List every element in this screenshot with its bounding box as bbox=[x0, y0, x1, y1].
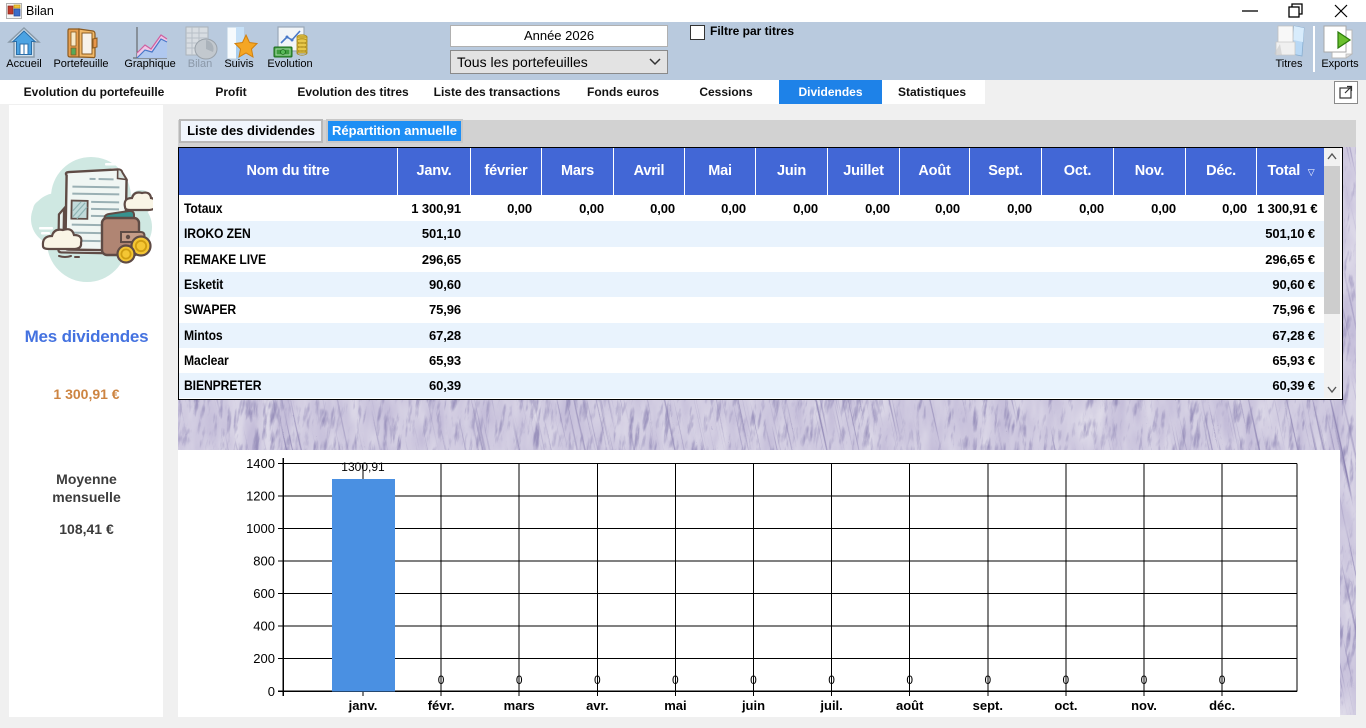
svg-text:800: 800 bbox=[253, 554, 275, 569]
svg-text:janv.: janv. bbox=[348, 698, 378, 713]
svg-text:0: 0 bbox=[828, 673, 835, 687]
svg-text:mai: mai bbox=[664, 698, 686, 713]
svg-text:1400: 1400 bbox=[246, 456, 275, 471]
svg-text:0: 0 bbox=[906, 673, 913, 687]
svg-text:400: 400 bbox=[253, 619, 275, 634]
svg-text:oct.: oct. bbox=[1054, 698, 1077, 713]
svg-text:0: 0 bbox=[672, 673, 679, 687]
svg-text:nov.: nov. bbox=[1131, 698, 1157, 713]
svg-text:0: 0 bbox=[984, 673, 991, 687]
svg-text:0: 0 bbox=[268, 684, 275, 699]
svg-text:1200: 1200 bbox=[246, 489, 275, 504]
svg-text:200: 200 bbox=[253, 651, 275, 666]
svg-text:juil.: juil. bbox=[819, 698, 842, 713]
svg-text:févr.: févr. bbox=[428, 698, 455, 713]
svg-text:0: 0 bbox=[438, 673, 445, 687]
svg-text:600: 600 bbox=[253, 586, 275, 601]
svg-text:août: août bbox=[896, 698, 924, 713]
svg-text:0: 0 bbox=[1063, 673, 1070, 687]
svg-text:déc.: déc. bbox=[1209, 698, 1235, 713]
svg-text:sept.: sept. bbox=[973, 698, 1003, 713]
svg-text:0: 0 bbox=[516, 673, 523, 687]
svg-text:juin: juin bbox=[741, 698, 765, 713]
svg-text:avr.: avr. bbox=[586, 698, 608, 713]
svg-text:0: 0 bbox=[1141, 673, 1148, 687]
svg-text:0: 0 bbox=[750, 673, 757, 687]
svg-text:0: 0 bbox=[1219, 673, 1226, 687]
svg-text:mars: mars bbox=[504, 698, 535, 713]
svg-text:0: 0 bbox=[594, 673, 601, 687]
svg-text:1000: 1000 bbox=[246, 521, 275, 536]
svg-text:1300,91: 1300,91 bbox=[341, 460, 385, 474]
